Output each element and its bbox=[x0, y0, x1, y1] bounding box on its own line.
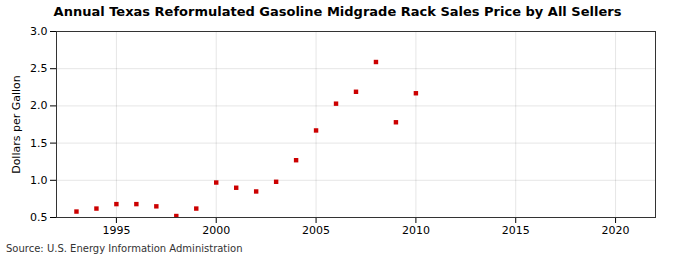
html-text:Annual Texas Reformulated Gaso: Annual Texas Reformulated Gasoline Midgr… bbox=[53, 4, 622, 19]
svg-text:0.5: 0.5 bbox=[30, 211, 48, 224]
svg-text:2015: 2015 bbox=[502, 224, 530, 237]
svg-text:1995: 1995 bbox=[102, 224, 130, 237]
html-text:Source: U.S. Energy Informatio: Source: U.S. Energy Information Administ… bbox=[6, 243, 243, 254]
svg-text:Dollars per Gallon: Dollars per Gallon bbox=[10, 75, 23, 174]
svg-text:2020: 2020 bbox=[602, 224, 630, 237]
svg-text:2005: 2005 bbox=[302, 224, 330, 237]
svg-text:2010: 2010 bbox=[402, 224, 430, 237]
svg-text:1.5: 1.5 bbox=[30, 137, 48, 150]
svg-text:2.5: 2.5 bbox=[30, 62, 48, 75]
svg-text:2.0: 2.0 bbox=[30, 99, 48, 112]
svg-text:2000: 2000 bbox=[202, 224, 230, 237]
svg-text:1.0: 1.0 bbox=[30, 174, 48, 187]
svg-text:3.0: 3.0 bbox=[30, 25, 48, 38]
